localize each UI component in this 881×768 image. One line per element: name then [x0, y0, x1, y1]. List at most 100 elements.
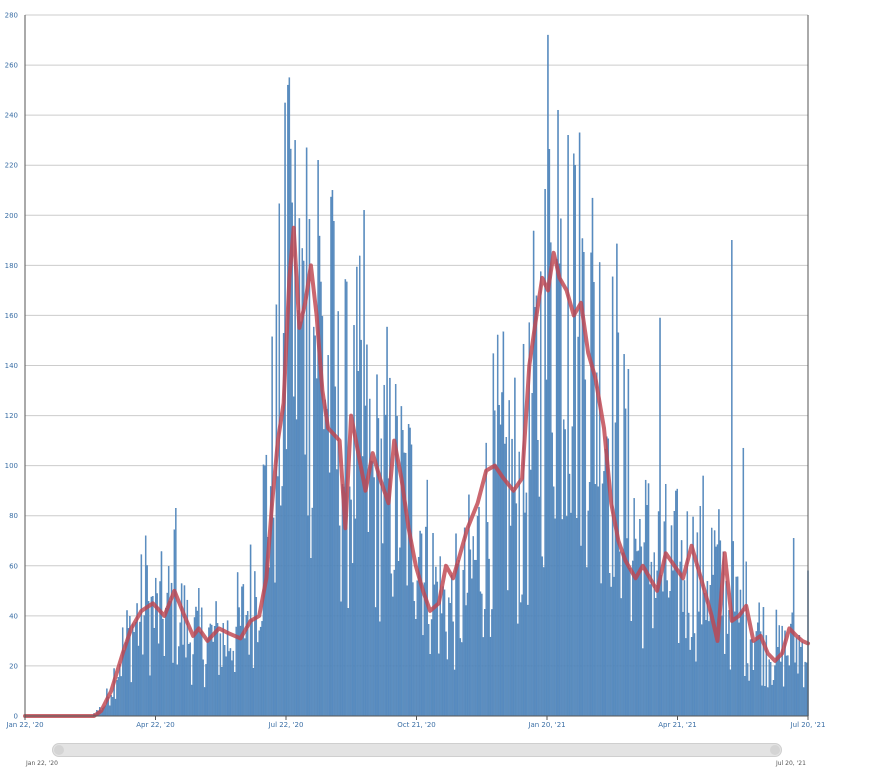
- bar: [450, 574, 453, 717]
- bar: [801, 641, 803, 717]
- bar: [353, 325, 355, 717]
- average-line: [23, 225, 810, 718]
- bar: [347, 608, 349, 717]
- bar: [462, 569, 464, 717]
- bar: [318, 235, 321, 717]
- bar: [231, 660, 233, 717]
- bar: [364, 405, 367, 717]
- bar: [653, 552, 655, 717]
- bar: [389, 377, 391, 717]
- bar: [429, 654, 431, 717]
- bar: [482, 637, 485, 717]
- bar: [304, 454, 306, 717]
- bar: [393, 569, 395, 717]
- bar: [604, 448, 607, 717]
- bar: [425, 526, 427, 717]
- bar: [173, 529, 176, 717]
- bar: [787, 655, 789, 717]
- bar: [699, 505, 701, 717]
- bar: [478, 506, 480, 717]
- x-tick-label: Apr 21, '21: [658, 721, 697, 729]
- bar: [761, 685, 763, 717]
- bar: [221, 666, 223, 717]
- bar: [305, 147, 308, 717]
- navigator-scrollbar[interactable]: [52, 743, 782, 757]
- bar: [518, 451, 520, 717]
- navigator-left-handle[interactable]: [54, 745, 64, 755]
- bar: [712, 574, 714, 717]
- bar: [657, 511, 660, 717]
- bar: [723, 653, 726, 717]
- bar: [739, 589, 742, 717]
- bar: [458, 560, 460, 717]
- bar: [215, 601, 217, 717]
- bar: [361, 456, 364, 717]
- bar: [139, 621, 141, 717]
- bar: [649, 584, 651, 717]
- bar: [554, 518, 556, 717]
- navigator-right-handle[interactable]: [770, 745, 780, 755]
- bar: [798, 635, 801, 717]
- bar: [499, 424, 502, 717]
- bar: [331, 190, 334, 717]
- bar: [619, 551, 621, 717]
- bar: [552, 486, 555, 717]
- bar: [548, 149, 551, 717]
- bar: [213, 626, 216, 717]
- x-tick-label: Jul 20, '21: [790, 721, 826, 729]
- bar: [288, 77, 291, 717]
- bar: [315, 378, 318, 717]
- bar: [708, 621, 710, 717]
- bar: [741, 610, 743, 717]
- bar: [384, 414, 387, 717]
- grid-lines: [25, 14, 808, 717]
- bar: [419, 530, 421, 717]
- bar: [348, 486, 351, 717]
- bar: [371, 461, 374, 717]
- bar: [310, 558, 312, 717]
- bar-line-chart: 020406080100120140160180200220240260280 …: [5, 12, 826, 730]
- y-tick-label: 40: [9, 612, 18, 620]
- bar-series: [93, 34, 809, 717]
- bar: [144, 535, 147, 717]
- bar: [479, 591, 482, 717]
- bar: [774, 665, 776, 717]
- bar: [688, 612, 690, 717]
- bar: [354, 518, 357, 717]
- bar: [631, 560, 634, 717]
- bar: [409, 427, 411, 717]
- bar: [672, 570, 674, 717]
- bar: [175, 508, 177, 717]
- bar: [491, 609, 493, 717]
- bar: [621, 552, 624, 717]
- bar: [492, 353, 495, 717]
- bar: [644, 479, 647, 717]
- y-tick-label: 20: [9, 662, 18, 670]
- bar: [508, 400, 510, 717]
- bar: [574, 165, 576, 717]
- bar: [121, 627, 124, 717]
- bar: [565, 516, 568, 717]
- bar: [532, 230, 535, 717]
- bar: [323, 429, 325, 717]
- bar: [374, 607, 377, 717]
- bar: [538, 496, 541, 717]
- bar: [575, 517, 578, 717]
- bar: [453, 669, 456, 717]
- y-tick-label: 140: [5, 362, 18, 370]
- bar: [126, 610, 128, 717]
- navigator-start-label: Jan 22, '20: [26, 760, 58, 767]
- bar: [130, 682, 133, 717]
- bar: [601, 483, 604, 717]
- bar: [754, 641, 756, 717]
- bar: [366, 344, 368, 717]
- bar: [430, 619, 433, 717]
- bar: [485, 442, 487, 717]
- bar: [189, 642, 191, 717]
- bar: [258, 630, 260, 717]
- bar: [667, 597, 670, 717]
- bar: [442, 586, 444, 717]
- bar: [665, 483, 667, 717]
- bar: [119, 663, 121, 717]
- bar: [390, 573, 393, 717]
